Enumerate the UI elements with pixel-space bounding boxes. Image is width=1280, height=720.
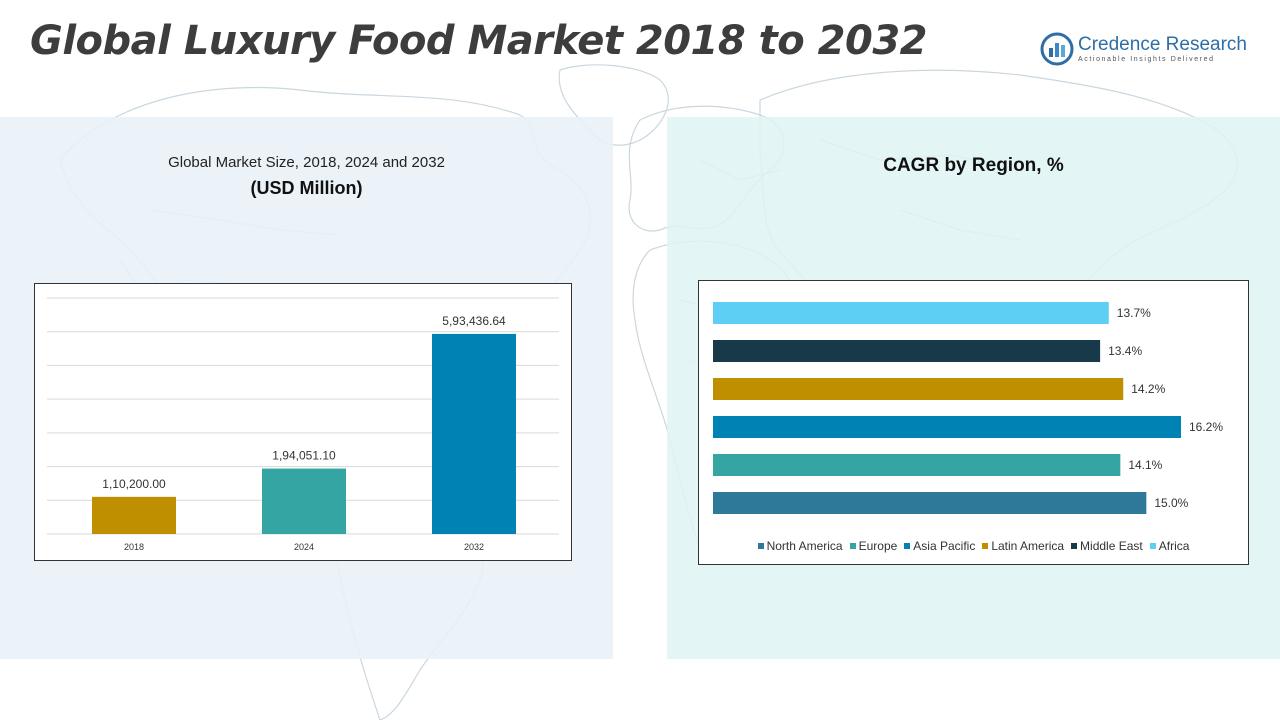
x-tick-label-2024: 2024 xyxy=(294,542,314,552)
legend-label-africa: Africa xyxy=(1158,539,1190,553)
legend-label-asia-pacific: Asia Pacific xyxy=(913,539,976,553)
market-size-chart: 1,10,200.00 2018 1,94,051.10 2024 5,93,436.6… xyxy=(34,283,572,561)
cagr-chart: 13.7% 13.4% 14.2% 16.2% 14.1% 15.0% North Ame… xyxy=(698,280,1249,565)
legend-swatch-north-america xyxy=(757,543,764,549)
bar-asia-pacific xyxy=(713,416,1181,438)
legend-label-latin-america: Latin America xyxy=(991,539,1065,553)
legend-label-middle-east: Middle East xyxy=(1080,539,1143,553)
bar-value-label-middle-east: 13.4% xyxy=(1108,344,1142,358)
bar-value-label-north-america: 15.0% xyxy=(1154,496,1188,510)
bar-europe xyxy=(713,454,1121,476)
legend-item-europe: Europe xyxy=(849,539,898,553)
logo-mark-icon xyxy=(1040,32,1074,66)
legend-swatch-europe xyxy=(849,543,856,549)
market-size-chart-title: Global Market Size, 2018, 2024 and 2032 xyxy=(168,154,445,171)
bar-value-label-africa: 13.7% xyxy=(1117,306,1151,320)
x-tick-label-2032: 2032 xyxy=(464,542,484,552)
legend-item-latin-america: Latin America xyxy=(982,539,1064,553)
logo-tagline: Actionable Insights Delivered xyxy=(1078,56,1215,63)
cagr-legend: North America Europe Asia Pacific Latin Ame… xyxy=(699,539,1248,553)
credence-research-logo[interactable]: Credence Research Actionable Insights De… xyxy=(1040,32,1260,68)
bar-2018 xyxy=(92,496,176,534)
legend-swatch-africa xyxy=(1149,543,1156,549)
market-size-bar-chart: 1,10,200.00 2018 1,94,051.10 2024 5,93,436.6… xyxy=(47,297,559,552)
bar-value-label-2024: 1,94,051.10 xyxy=(272,449,336,463)
bar-value-label-2032: 5,93,436.64 xyxy=(442,314,506,328)
page-title: Global Luxury Food Market 2018 to 2032 xyxy=(30,18,927,64)
legend-item-africa: Africa xyxy=(1149,539,1190,553)
bar-2032 xyxy=(432,333,516,534)
market-size-unit: (USD Million) xyxy=(250,178,363,198)
bar-value-label-latin-america: 14.2% xyxy=(1131,382,1165,396)
bar-africa xyxy=(713,302,1109,324)
legend-swatch-asia-pacific xyxy=(904,543,911,549)
legend-label-europe: Europe xyxy=(858,539,898,553)
bar-middle-east xyxy=(713,340,1101,362)
legend-item-asia-pacific: Asia Pacific xyxy=(904,539,975,553)
legend-swatch-middle-east xyxy=(1071,543,1078,549)
bar-latin-america xyxy=(713,378,1124,400)
legend-item-north-america: North America xyxy=(757,539,843,553)
legend-swatch-latin-america xyxy=(982,543,989,549)
bar-value-label-2018: 1,10,200.00 xyxy=(102,477,166,491)
cagr-chart-title: CAGR by Region, % xyxy=(883,155,1064,176)
x-tick-label-2018: 2018 xyxy=(124,542,144,552)
legend-item-middle-east: Middle East xyxy=(1071,539,1143,553)
bar-north-america xyxy=(713,492,1147,514)
legend-label-north-america: North America xyxy=(766,539,843,553)
logo-name: Credence Research xyxy=(1078,34,1247,55)
cagr-bar-chart: 13.7% 13.4% 14.2% 16.2% 14.1% 15.0% xyxy=(713,302,1223,514)
bar-value-label-europe: 14.1% xyxy=(1128,458,1162,472)
bar-value-label-asia-pacific: 16.2% xyxy=(1189,420,1223,434)
bar-2024 xyxy=(262,468,346,534)
